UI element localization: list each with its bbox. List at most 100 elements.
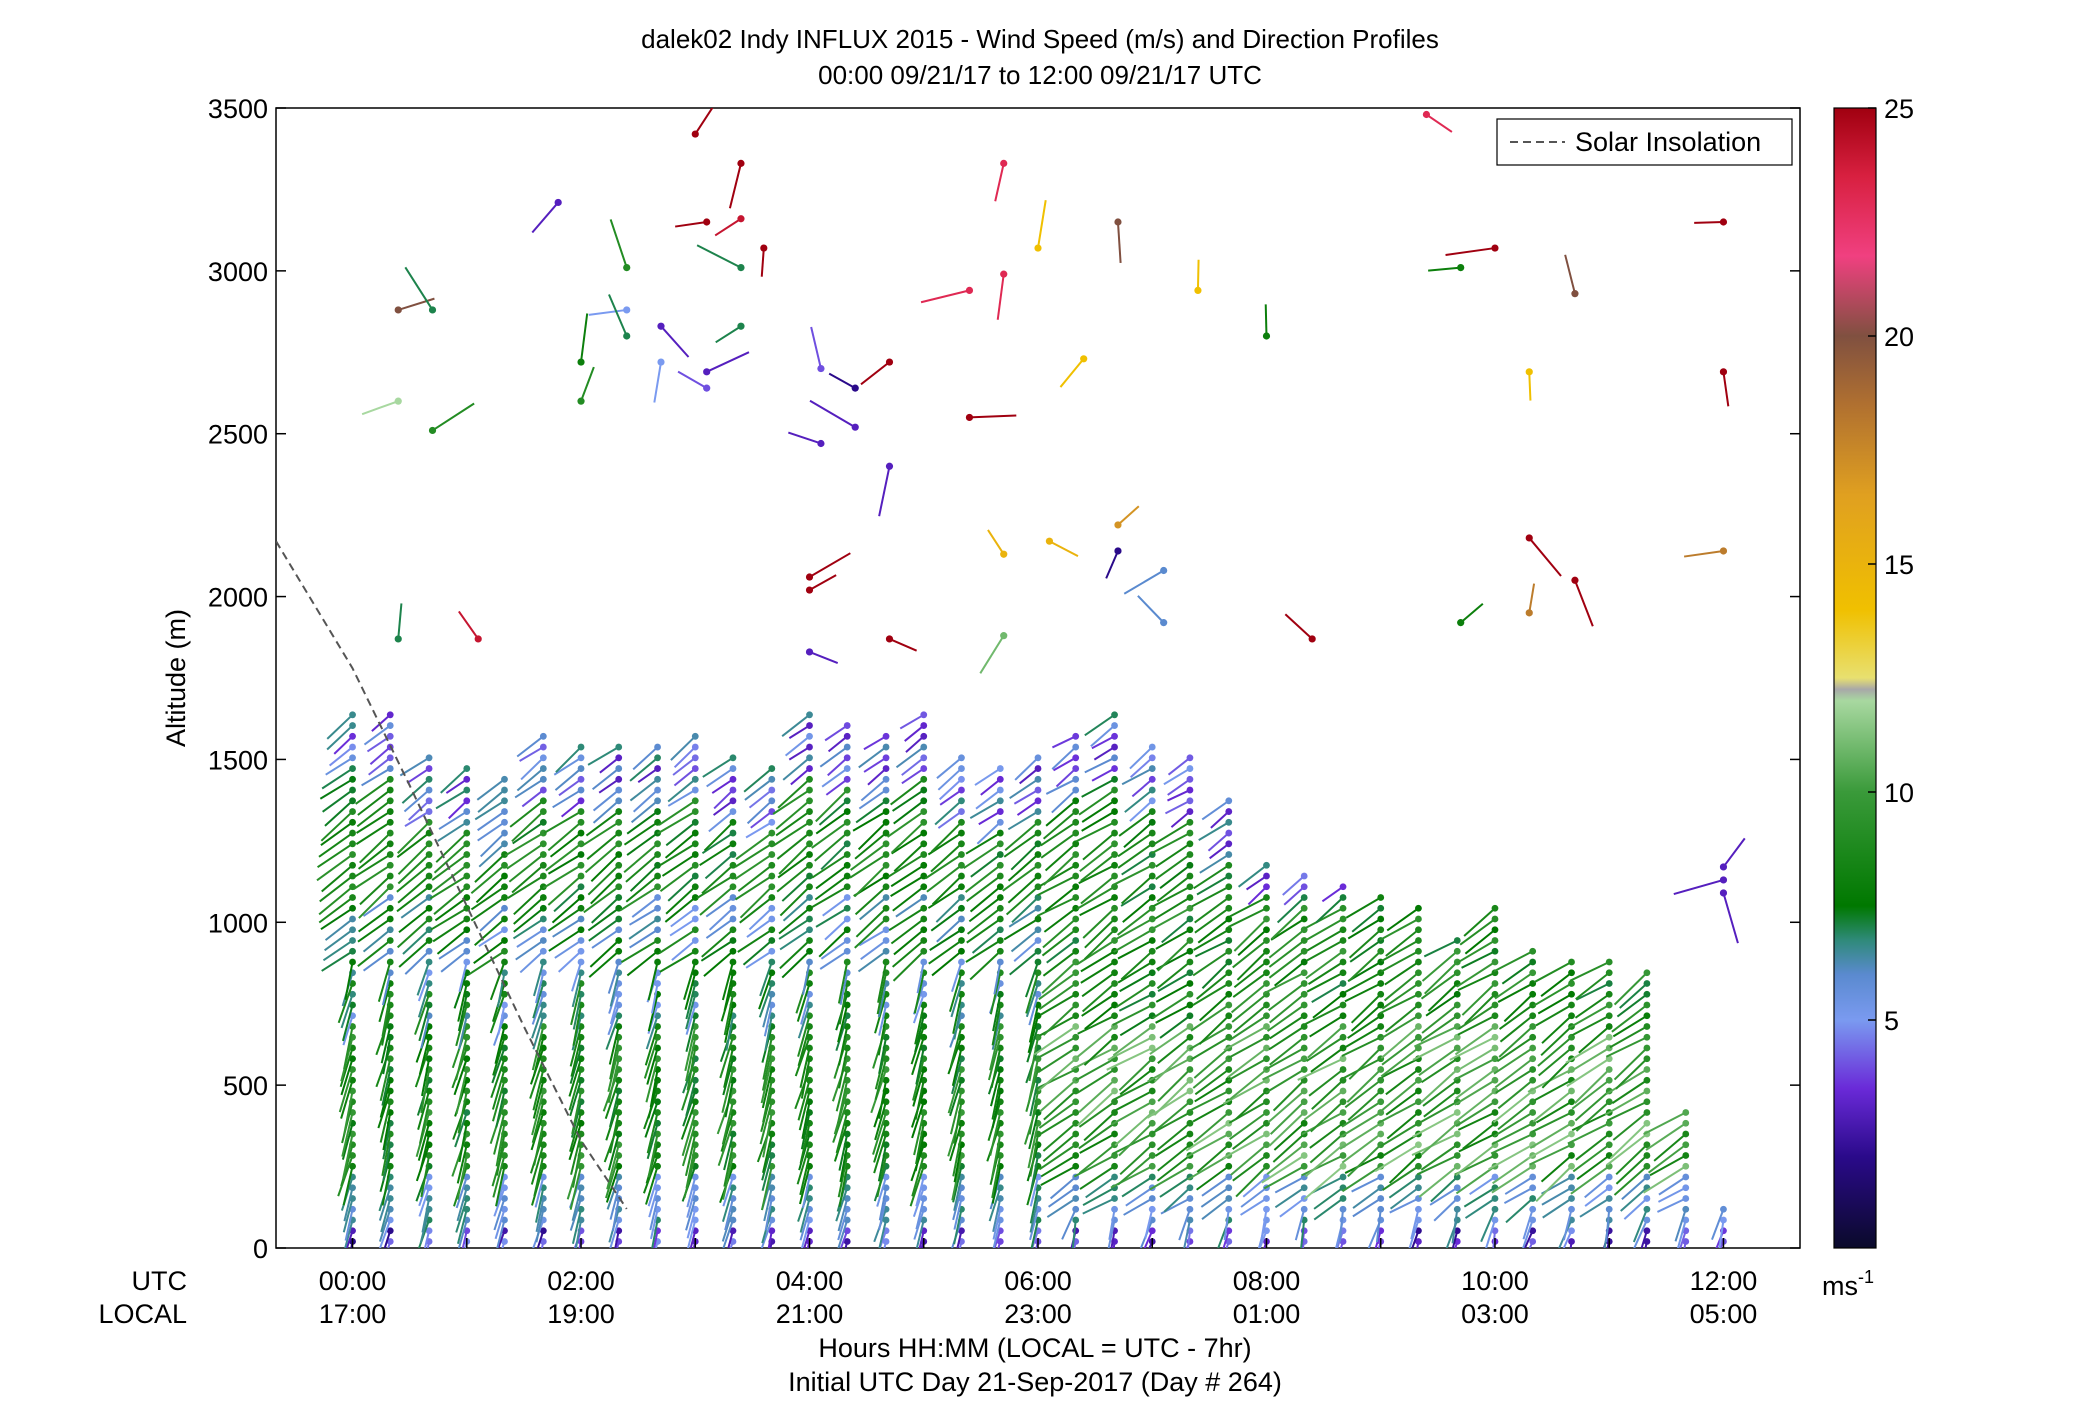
wind-barb-stick — [798, 1090, 811, 1131]
wind-barb-dot — [1415, 1066, 1422, 1073]
wind-barb-dot — [1072, 1162, 1080, 1170]
wind-barb-dot — [386, 765, 394, 772]
wind-barb-stick — [722, 1219, 734, 1248]
wind-barb-stick — [476, 778, 506, 801]
x-axis-label-2: Initial UTC Day 21-Sep-2017 (Day # 264) — [788, 1367, 1282, 1397]
wind-barb-dot — [1072, 947, 1080, 955]
wind-barb-stick — [763, 1004, 773, 1037]
wind-barb-stick — [799, 1198, 811, 1233]
sparse-wind-barb-dot — [1525, 534, 1533, 542]
sparse-wind-barb-dot — [737, 322, 745, 330]
wind-barb-dot — [1186, 808, 1194, 815]
wind-barb-dot — [996, 818, 1004, 826]
wind-barb-dot — [1072, 1130, 1080, 1138]
wind-barb-stick — [628, 918, 659, 940]
sparse-wind-barb-stick — [660, 325, 690, 358]
wind-barb-dot — [1225, 861, 1233, 869]
wind-barb-stick — [382, 1144, 392, 1181]
wind-barb-stick — [838, 1133, 849, 1171]
wind-barb-dot — [1225, 1141, 1233, 1149]
wind-barb-dot — [577, 851, 585, 858]
wind-barb-stick — [877, 1015, 888, 1056]
wind-barb-dot — [577, 1162, 585, 1170]
wind-barb-dot — [539, 1238, 547, 1245]
wind-barb-stick — [491, 1069, 506, 1110]
wind-barb-stick — [569, 1166, 583, 1210]
wind-barb-stick — [1571, 1111, 1610, 1132]
wind-barb-stick — [818, 800, 848, 826]
wind-barb-dot — [539, 732, 547, 740]
wind-barb-dot — [958, 1023, 965, 1030]
wind-barb-dot — [654, 775, 661, 783]
wind-barb-dot — [1491, 1001, 1499, 1009]
wind-barb-stick — [1028, 993, 1039, 1026]
wind-barb-dot — [768, 969, 776, 977]
wind-barb-dot — [1034, 926, 1042, 934]
wind-barb-stick — [1112, 1133, 1153, 1155]
wind-barb-dot — [691, 872, 699, 880]
sparse-wind-barb-dot — [1045, 537, 1054, 545]
wind-barb-stick — [337, 1155, 354, 1197]
wind-barb-dot — [615, 818, 623, 826]
wind-barb-stick — [1002, 864, 1039, 892]
wind-barb-dot — [1491, 904, 1499, 912]
wind-barb-stick — [1027, 1015, 1039, 1054]
wind-barb-stick — [1379, 1014, 1419, 1041]
wind-barb-stick — [873, 1133, 888, 1174]
x-axis-label: Hours HH:MM (LOCAL = UTC - 7hr) — [818, 1333, 1251, 1363]
wind-barb-stick — [400, 896, 430, 919]
wind-barb-stick — [1381, 982, 1420, 1010]
sparse-wind-barb-stick — [653, 361, 662, 403]
wind-barb-stick — [1418, 1047, 1458, 1077]
wind-barb-stick — [458, 1123, 468, 1163]
wind-barb-stick — [762, 1112, 773, 1158]
wind-barb-dot — [615, 1130, 623, 1138]
wind-barb-stick — [403, 789, 430, 813]
wind-barb-stick — [1485, 1219, 1496, 1248]
wind-barb-dot — [691, 947, 699, 955]
wind-barb-dot — [1643, 1238, 1651, 1245]
wind-barb-dot — [501, 829, 508, 837]
wind-barb-stick — [1375, 1209, 1382, 1243]
wind-barb-stick — [705, 896, 734, 918]
wind-barb-stick — [778, 843, 811, 875]
wind-barb-stick — [461, 1230, 468, 1248]
wind-barb-dot — [615, 797, 623, 805]
wind-barb-stick — [1584, 1186, 1610, 1207]
sparse-wind-barb-stick — [1196, 259, 1200, 291]
sparse-wind-barb-stick — [588, 308, 627, 316]
wind-barb-dot — [1339, 1162, 1347, 1170]
wind-barb-stick — [1046, 1197, 1077, 1218]
wind-barb-stick — [949, 1090, 963, 1135]
wind-barb-stick — [1188, 1090, 1230, 1112]
wind-barb-stick — [1533, 961, 1572, 984]
wind-barb-stick — [1640, 1230, 1648, 1248]
wind-barb-stick — [743, 767, 773, 793]
wind-barb-stick — [1344, 982, 1382, 1003]
wind-barb-stick — [381, 972, 392, 1006]
wind-barb-dot — [768, 861, 776, 869]
wind-barb-stick — [1416, 1154, 1458, 1176]
wind-barb-stick — [1535, 1100, 1573, 1124]
wind-barb-stick — [1528, 1241, 1534, 1248]
wind-barb-dot — [1491, 1152, 1499, 1159]
wind-barb-stick — [1647, 1143, 1687, 1174]
wind-barb-dot — [1300, 915, 1308, 923]
wind-barb-stick — [1491, 1165, 1534, 1194]
wind-barb-dot — [1339, 1238, 1347, 1245]
wind-barb-stick — [620, 939, 659, 963]
wind-barb-stick — [1084, 1004, 1116, 1030]
wind-barb-dot — [882, 1098, 890, 1106]
wind-barb-stick — [605, 1015, 620, 1050]
wind-barb-dot — [843, 754, 851, 762]
wind-barb-dot — [1453, 1141, 1461, 1149]
wind-barb-stick — [1082, 907, 1116, 939]
wind-barb-stick — [1231, 993, 1268, 1023]
wind-barb-dot — [1263, 1098, 1270, 1106]
wind-barb-stick — [326, 724, 354, 751]
wind-barb-dot — [1186, 1033, 1194, 1041]
wind-barb-stick — [777, 778, 811, 809]
wind-barb-stick — [321, 950, 354, 972]
sparse-wind-barb-stick — [1048, 540, 1079, 558]
wind-barb-dot — [768, 915, 776, 923]
